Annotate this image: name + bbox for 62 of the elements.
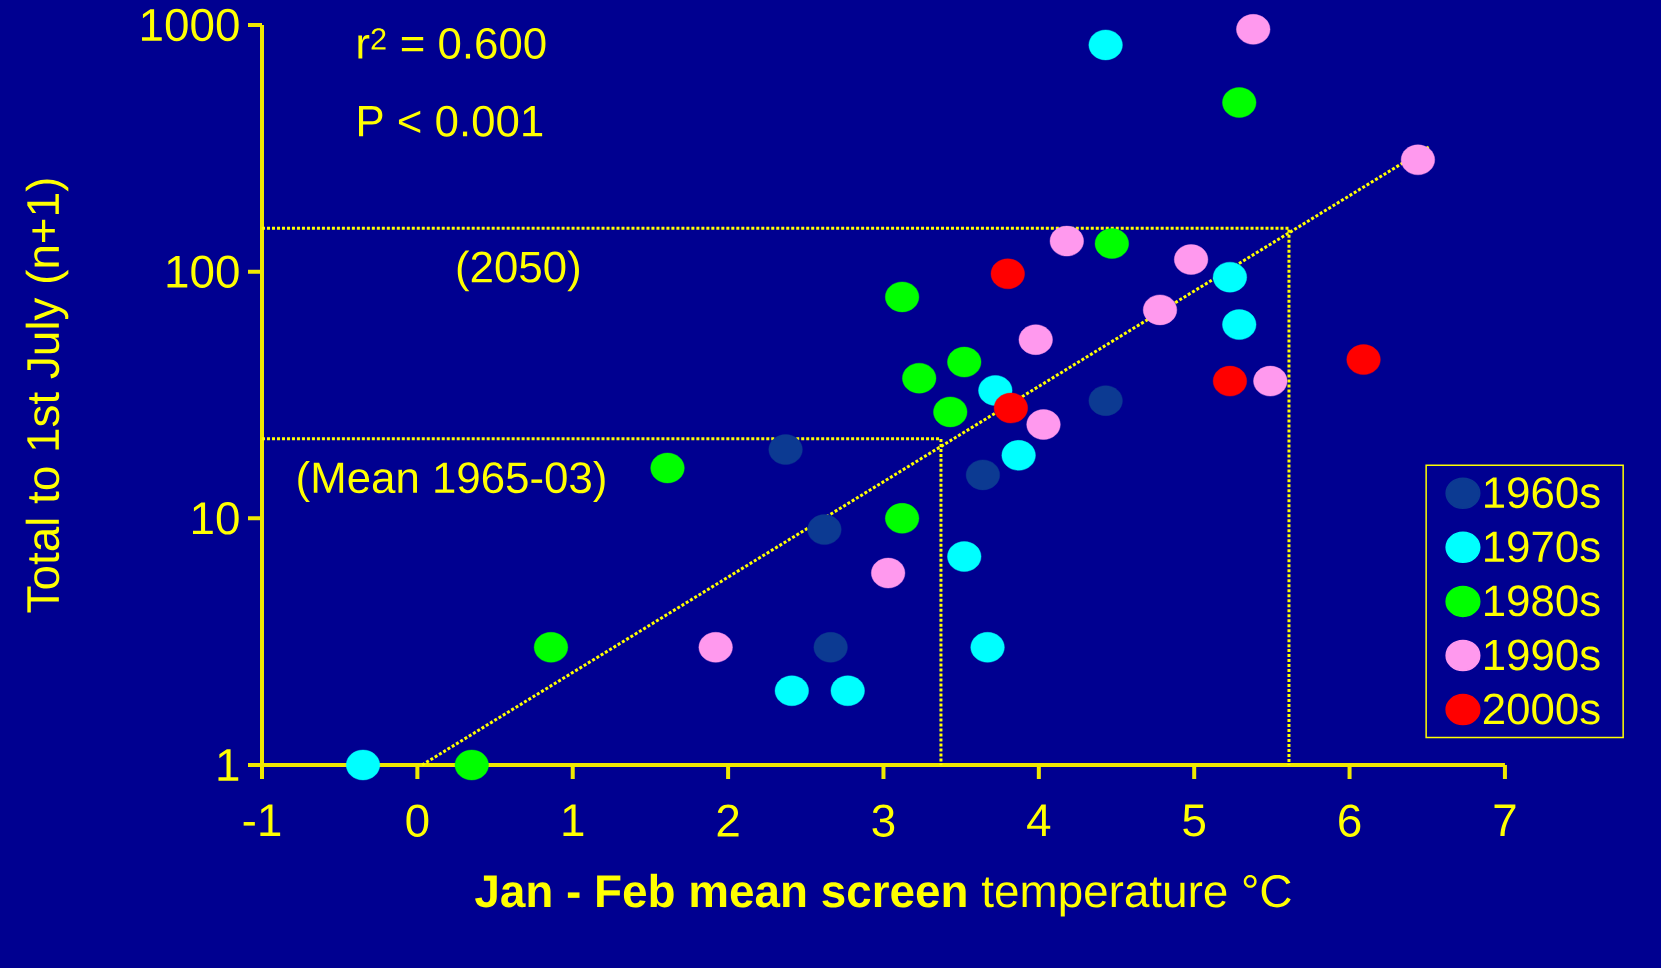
point bbox=[1088, 385, 1123, 416]
y-tick-label: 1 bbox=[218, 749, 239, 781]
point bbox=[993, 392, 1028, 424]
point bbox=[807, 514, 842, 545]
x-tick-label: 7 bbox=[1494, 804, 1516, 837]
x-tick-label: 3 bbox=[872, 804, 895, 837]
legend-label: 1980s bbox=[1485, 585, 1600, 617]
point bbox=[1212, 365, 1247, 397]
y-tick-label: 10 bbox=[192, 502, 239, 535]
point bbox=[1018, 324, 1053, 355]
x-tick-label: -1 bbox=[243, 804, 281, 837]
annotation: r$^{2}$ = 0.600 bbox=[358, 27, 546, 59]
point bbox=[947, 541, 982, 572]
point bbox=[1049, 225, 1084, 257]
y-tick-label: 100 bbox=[167, 255, 239, 288]
legend-label: 1970s bbox=[1485, 531, 1600, 563]
point bbox=[1222, 87, 1257, 118]
point bbox=[698, 632, 733, 663]
point bbox=[813, 632, 848, 663]
point bbox=[885, 281, 920, 313]
x-tick-label: 1 bbox=[563, 804, 584, 837]
legend-label: 1990s bbox=[1485, 639, 1600, 671]
x-tick-label: 0 bbox=[406, 804, 429, 837]
point bbox=[1212, 261, 1247, 293]
legend-label: 2000s bbox=[1483, 693, 1600, 725]
point bbox=[1222, 309, 1257, 340]
x-tick-label: 5 bbox=[1183, 804, 1206, 837]
point bbox=[1400, 144, 1435, 176]
point bbox=[1346, 344, 1381, 375]
point bbox=[1143, 294, 1178, 326]
annotation: (2050) bbox=[457, 250, 579, 292]
point bbox=[970, 632, 1005, 663]
point bbox=[454, 749, 489, 781]
point bbox=[1026, 409, 1061, 440]
point bbox=[345, 749, 380, 781]
point bbox=[965, 459, 1000, 491]
x-axis-title: Jan - Feb mean screen temperature °C bbox=[475, 873, 1291, 917]
x-tick-label: 2 bbox=[717, 804, 739, 837]
point bbox=[1236, 14, 1271, 45]
point bbox=[885, 503, 920, 534]
point bbox=[902, 362, 937, 394]
y-axis-title: Total to 1st July (n+1) bbox=[25, 179, 69, 613]
point bbox=[871, 557, 906, 589]
point bbox=[933, 396, 968, 428]
point bbox=[990, 258, 1025, 290]
point bbox=[1094, 228, 1129, 259]
point bbox=[768, 434, 803, 465]
annotation: P < 0.001 bbox=[359, 105, 543, 137]
point bbox=[650, 452, 685, 484]
legend-label: 1960s bbox=[1485, 477, 1600, 509]
point bbox=[830, 675, 865, 706]
point bbox=[1001, 440, 1036, 471]
point bbox=[1253, 365, 1288, 397]
point bbox=[947, 346, 982, 378]
point bbox=[533, 632, 568, 663]
x-tick-label: 6 bbox=[1339, 804, 1361, 837]
point bbox=[1174, 244, 1209, 275]
point bbox=[774, 675, 809, 706]
point bbox=[1088, 29, 1123, 61]
y-tick-label: 1000 bbox=[142, 8, 239, 42]
x-tick-label: 4 bbox=[1027, 804, 1051, 837]
annotation: (Mean 1965-03) bbox=[298, 461, 605, 502]
